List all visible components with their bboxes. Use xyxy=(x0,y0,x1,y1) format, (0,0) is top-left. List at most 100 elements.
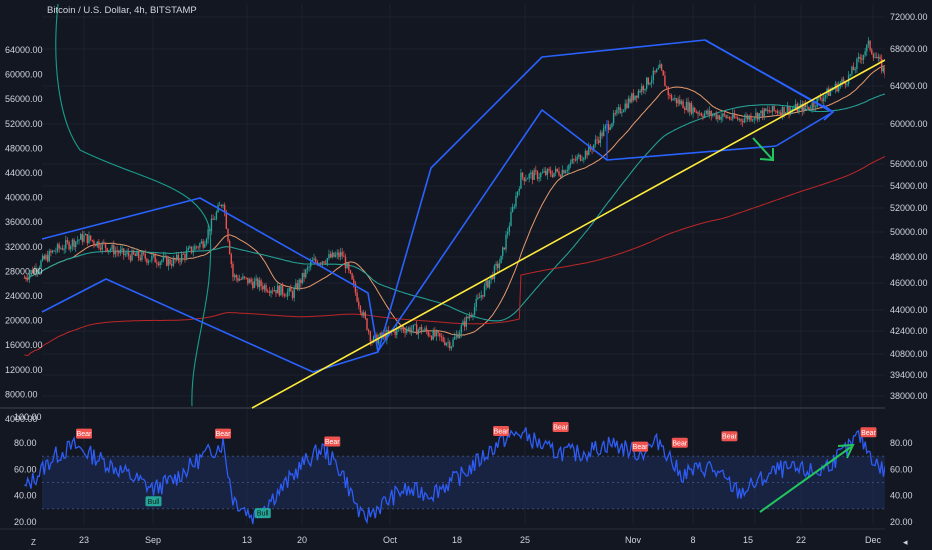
candle-body xyxy=(818,96,820,98)
candle-body xyxy=(247,277,249,284)
rsi-left-axis-label: 60.00 xyxy=(14,464,37,474)
candle-body xyxy=(672,99,674,101)
candle-body xyxy=(265,285,267,292)
candle-body xyxy=(36,269,39,273)
candle-body xyxy=(515,195,517,207)
timezone-icon[interactable]: Z xyxy=(31,538,36,547)
candle-body xyxy=(270,290,272,294)
candle-body xyxy=(636,95,638,98)
bear-badge: Bear xyxy=(632,441,648,452)
signal-badges: Bear Bear Bear Bear Bear Bear Bear Bear Bear Bull… xyxy=(76,422,877,519)
candle-body xyxy=(76,240,79,242)
candle-body xyxy=(323,261,325,263)
candle-body xyxy=(367,329,370,332)
candle-body xyxy=(372,336,375,343)
candle-body xyxy=(778,112,780,114)
candle-body xyxy=(275,289,277,294)
right-axis-label: 48000.00 xyxy=(890,252,928,262)
candle-body xyxy=(126,252,128,255)
candle-body xyxy=(177,254,180,261)
candle-body xyxy=(616,109,618,114)
candle-body xyxy=(780,112,782,116)
candle-body xyxy=(146,258,148,263)
badge-box xyxy=(215,428,232,439)
candle-body xyxy=(753,118,755,120)
candle-body xyxy=(200,241,203,244)
candle-body xyxy=(172,258,175,266)
candle-body xyxy=(83,235,85,242)
candle-body xyxy=(142,252,145,254)
candle-body xyxy=(837,85,840,92)
candle-body xyxy=(882,67,885,72)
x-axis-label: 25 xyxy=(520,535,530,545)
x-axis-label: 15 xyxy=(743,535,753,545)
rsi-right-axis-label: 60.00 xyxy=(890,464,913,474)
candle-body xyxy=(88,235,90,244)
candle-body xyxy=(857,56,860,59)
bear-badge: Bear xyxy=(493,425,509,436)
candle-body xyxy=(702,115,704,118)
rsi-band xyxy=(42,455,885,510)
candle-body xyxy=(689,103,691,112)
candle-body xyxy=(821,99,823,102)
candle-body xyxy=(455,334,458,337)
candle-body xyxy=(223,204,226,212)
candle-body xyxy=(424,328,426,331)
badge-box xyxy=(552,422,569,433)
badge-label: Bear xyxy=(633,444,648,451)
candle-body xyxy=(842,79,845,82)
candle-body xyxy=(493,265,496,279)
candle-body xyxy=(313,258,315,261)
candle-body xyxy=(649,83,651,85)
candle-body xyxy=(293,288,295,298)
candle-body xyxy=(639,90,641,93)
candle-body xyxy=(867,40,870,45)
candle-body xyxy=(869,40,871,50)
candle-body xyxy=(773,106,775,111)
candle-body xyxy=(66,240,69,242)
candle-body xyxy=(91,239,93,241)
candle-body xyxy=(252,282,254,288)
candle-body xyxy=(437,331,439,334)
candle-body xyxy=(561,170,563,177)
candle-body xyxy=(530,172,532,175)
candle-body xyxy=(204,243,206,248)
settings-icon[interactable]: ◂ xyxy=(903,537,908,547)
right-axis-label: 46000.00 xyxy=(890,278,928,288)
candle-body xyxy=(300,279,302,284)
candle-body xyxy=(502,247,504,256)
candle-body xyxy=(449,342,451,349)
left-axis-label: 16000.00 xyxy=(5,340,43,350)
candle-body xyxy=(267,291,269,292)
candle-body xyxy=(813,102,815,107)
candle-body xyxy=(485,280,487,286)
candle-body xyxy=(392,330,395,332)
candle-body xyxy=(756,112,759,120)
badge-box xyxy=(145,496,162,507)
candle-body xyxy=(35,268,37,273)
candle-body xyxy=(621,112,623,114)
candle-body xyxy=(233,275,236,277)
green-down-arrow-head xyxy=(759,148,774,162)
candle-body xyxy=(46,255,49,262)
candle-body xyxy=(794,103,797,109)
candle-body xyxy=(344,256,347,269)
candle-body xyxy=(109,249,112,251)
candle-body xyxy=(73,239,75,248)
candle-body xyxy=(584,150,587,158)
candle-body xyxy=(498,263,501,269)
candle-body xyxy=(728,117,731,119)
candle-body xyxy=(415,324,418,335)
rsi-line xyxy=(24,427,932,525)
candle-body xyxy=(55,250,57,252)
candle-body xyxy=(511,206,514,212)
candle-body xyxy=(738,118,741,120)
candle-body xyxy=(268,291,271,294)
candle-body xyxy=(154,254,156,263)
candle-body xyxy=(707,110,709,115)
candle-body xyxy=(712,114,714,116)
candle-body xyxy=(806,106,808,108)
bear-badge: Bear xyxy=(721,431,738,442)
candle-body xyxy=(612,113,615,124)
